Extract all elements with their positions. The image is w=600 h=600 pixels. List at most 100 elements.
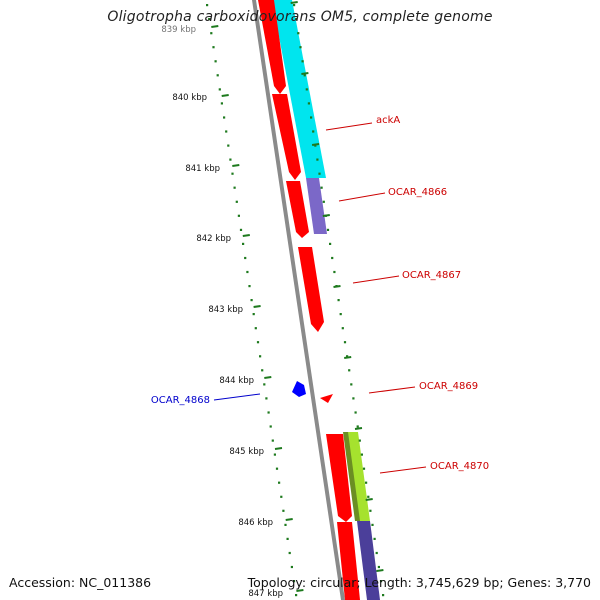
ruler-dot [214, 60, 217, 63]
ruler-dot [261, 369, 264, 372]
gene-label-ocar-4866[interactable]: OCAR_4866 [388, 187, 447, 198]
ruler-dot [348, 369, 351, 372]
scale-label: 843 kbp [208, 305, 243, 315]
gene-labels: ackA OCAR_4866 OCAR_4867 OCAR_4869 OCAR_… [151, 115, 489, 472]
ruler-dot [231, 172, 234, 175]
cds-feature [337, 522, 360, 600]
ruler-dot [254, 327, 257, 330]
ruler-dot [216, 74, 219, 77]
ruler-dot [343, 341, 347, 344]
scale-tick [232, 164, 240, 167]
ruler-dot [365, 481, 368, 484]
ruler-dot [282, 509, 285, 512]
ruler-dot [299, 46, 302, 49]
cds-feature-ocar-4870 [326, 434, 352, 522]
gene-feature-ocar-4868 [292, 381, 306, 397]
ruler-dot [346, 355, 349, 358]
ruler-dot [273, 453, 276, 456]
scale-label: 846 kbp [238, 518, 273, 528]
cds-feature-ocar-4869 [320, 394, 333, 403]
ruler-dot [326, 228, 330, 231]
ruler-dot [265, 397, 268, 400]
gene-label-acka[interactable]: ackA [376, 115, 400, 126]
ruler-dot [239, 228, 243, 231]
scale-tick [322, 214, 330, 217]
ruler-dot [271, 439, 274, 442]
ruler-dot [223, 116, 226, 119]
scale-labels: 839 kbp 840 kbp 841 kbp 842 kbp 843 kbp … [161, 25, 283, 599]
cds-feature [258, 0, 286, 94]
ruler-dot [314, 144, 317, 147]
ruler-dot [280, 495, 283, 498]
ruler-dot [286, 537, 289, 540]
ruler-dot [235, 200, 238, 203]
ruler-dot [320, 186, 323, 189]
leader-line-ocar-4869 [368, 386, 416, 394]
scale-tick [311, 143, 320, 146]
ruler-dot [225, 130, 228, 133]
ruler-dot [208, 18, 211, 21]
gene-label-ocar-4870[interactable]: OCAR_4870 [430, 461, 489, 472]
gene-label-ocar-4868[interactable]: OCAR_4868 [151, 395, 210, 406]
ruler-dot [362, 467, 366, 470]
scale-tick [344, 356, 352, 359]
genome-backbone [252, 0, 345, 600]
ruler-dot [331, 256, 334, 260]
cog-box-navy [357, 521, 380, 600]
ruler-dot [301, 60, 304, 63]
ruler-tracks [206, 4, 385, 597]
ruler-dot [256, 341, 260, 344]
ruler-dot [310, 116, 313, 119]
scale-tick [211, 25, 219, 28]
scale-ticks [211, 1, 384, 592]
ruler-dot [322, 200, 325, 203]
ruler-dot [295, 594, 298, 597]
ruler-dot [292, 580, 296, 583]
ruler-dot [377, 565, 380, 569]
ruler-dot [379, 580, 383, 583]
ruler-dot [263, 383, 266, 386]
leader-line-ocar-4867 [352, 275, 400, 284]
ruler-dot [250, 299, 253, 302]
ruler-dot [290, 565, 293, 569]
leader-line-acka [325, 122, 373, 131]
ruler-dot [233, 186, 236, 189]
genome-summary-text: Topology: circular; Length: 3,745,629 bp… [247, 575, 591, 590]
scale-label: 840 kbp [172, 93, 207, 103]
ruler-dot [206, 4, 209, 7]
gene-label-ocar-4869[interactable]: OCAR_4869 [419, 381, 478, 392]
leader-line-ocar-4866 [338, 192, 386, 202]
ruler-dot [269, 425, 272, 428]
scale-tick [274, 447, 283, 450]
ruler-dot [248, 285, 251, 288]
ruler-dot [369, 509, 372, 512]
scale-tick [221, 94, 229, 97]
ruler-dot [275, 467, 279, 470]
ruler-dot [293, 4, 296, 7]
cog-box-purple [306, 178, 327, 234]
scale-label: 841 kbp [185, 164, 220, 174]
ruler-dot [316, 158, 319, 161]
scale-label: 839 kbp [161, 25, 196, 35]
ruler-dot [312, 130, 315, 133]
ruler-dot [212, 46, 215, 49]
ruler-dot [373, 537, 376, 540]
ruler-dot [229, 158, 232, 161]
gene-label-ocar-4867[interactable]: OCAR_4867 [402, 270, 461, 281]
scale-tick [290, 1, 298, 4]
ruler-dot [318, 172, 321, 175]
ruler-dot [284, 523, 287, 526]
ruler-dot [356, 425, 359, 428]
ruler-dot [288, 551, 291, 555]
ruler-dot [259, 355, 262, 358]
scale-label: 847 kbp [248, 589, 283, 599]
scale-label: 842 kbp [196, 234, 231, 244]
ruler-dot [252, 313, 255, 316]
cog-box-olive [343, 432, 360, 521]
leader-line-ocar-4870 [379, 466, 427, 474]
ruler-dot [337, 299, 340, 302]
label-leaders [213, 122, 427, 474]
ruler-dot [339, 313, 342, 316]
